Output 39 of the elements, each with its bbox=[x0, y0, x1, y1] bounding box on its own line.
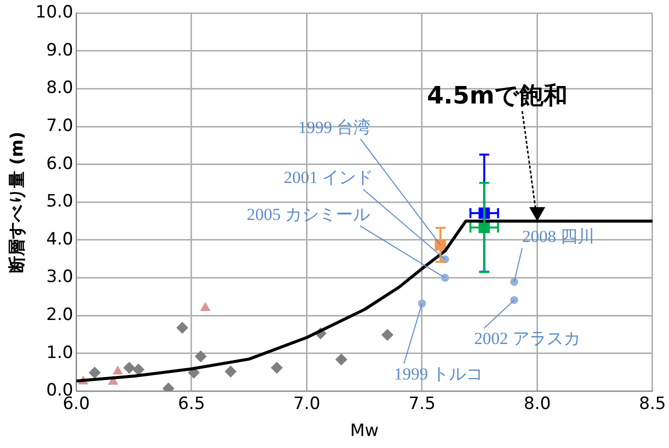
y-tick-label: 10.0 bbox=[35, 2, 74, 23]
x-axis-title: Mw bbox=[350, 421, 379, 442]
point bbox=[200, 302, 211, 312]
point bbox=[176, 322, 188, 334]
y-tick-label: 8.0 bbox=[46, 78, 74, 98]
y-tick-label: 4.0 bbox=[46, 229, 74, 250]
point bbox=[224, 366, 237, 378]
point bbox=[510, 296, 518, 304]
y-tick-label: 2.0 bbox=[46, 305, 74, 326]
x-tick-label: 7.5 bbox=[408, 394, 436, 414]
point bbox=[510, 278, 518, 286]
point bbox=[112, 366, 123, 375]
annotation: 2005 カシミール bbox=[246, 204, 370, 224]
point bbox=[270, 362, 283, 374]
point bbox=[123, 362, 136, 374]
y-axis-title: 断層すべり量 (m) bbox=[8, 132, 28, 273]
y-tick-label: 6.0 bbox=[46, 154, 74, 174]
point bbox=[381, 328, 394, 341]
y-tick-label: 7.0 bbox=[46, 116, 74, 136]
point bbox=[88, 366, 101, 379]
point bbox=[418, 300, 426, 308]
point bbox=[441, 274, 450, 282]
annotation: 1999 トルコ bbox=[394, 364, 484, 384]
x-tick-label: 8.5 bbox=[638, 394, 666, 414]
point bbox=[335, 353, 348, 366]
annotation: 2002 アラスカ bbox=[474, 329, 580, 348]
x-tick-label: 7.0 bbox=[293, 394, 320, 414]
y-tick-label: 9.0 bbox=[46, 40, 74, 60]
annotation: 4.5mで飽和 bbox=[426, 81, 568, 110]
point bbox=[132, 364, 144, 376]
annotation: 2008 四川 bbox=[522, 226, 594, 246]
annotation: 1999 台湾 bbox=[298, 118, 370, 137]
x-tick-label: 6.5 bbox=[178, 394, 206, 414]
y-tick-label: 3.0 bbox=[46, 267, 74, 288]
y-tick-label: 1.0 bbox=[46, 342, 74, 363]
x-tick-label: 8.0 bbox=[524, 394, 551, 414]
y-tick-label: 5.0 bbox=[46, 192, 74, 212]
annotation: 2001 インド bbox=[284, 168, 374, 188]
point bbox=[194, 350, 207, 362]
